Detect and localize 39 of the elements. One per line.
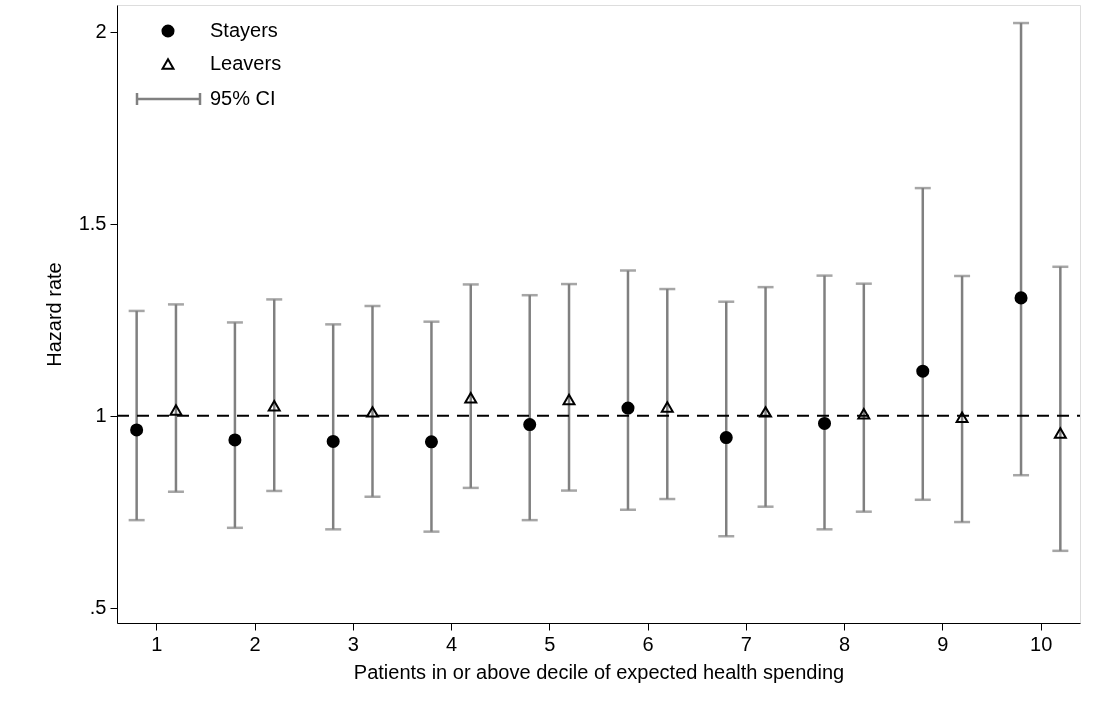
point <box>326 434 340 448</box>
point <box>228 433 242 447</box>
legend-label: Stayers <box>210 19 278 41</box>
point <box>366 406 379 418</box>
point <box>424 435 438 449</box>
point <box>1053 427 1067 439</box>
y-tick-label: 1.5 <box>78 212 107 235</box>
x-tick-label: 5 <box>544 632 556 655</box>
y-tick-label: 1 <box>95 404 107 427</box>
y-tick-label: 2 <box>95 20 107 43</box>
x-tick-label: 9 <box>937 632 949 655</box>
point <box>817 416 832 430</box>
x-tick-label: 1 <box>151 632 163 655</box>
x-tick-label: 7 <box>740 632 752 655</box>
y-axis-title: Hazard rate <box>42 262 65 367</box>
x-tick-label: 10 <box>1030 632 1053 655</box>
point <box>464 391 478 404</box>
x-tick-label: 2 <box>249 632 261 655</box>
point <box>130 423 144 437</box>
point <box>719 431 733 445</box>
annotation: 95% CI <box>210 87 276 109</box>
point <box>660 401 674 413</box>
point <box>562 393 576 406</box>
legend-label: Leavers <box>210 52 282 74</box>
point <box>267 400 281 412</box>
point <box>523 418 537 432</box>
point <box>621 401 635 415</box>
point <box>759 406 773 418</box>
x-tick-label: 4 <box>446 632 458 655</box>
point <box>857 408 871 420</box>
x-tick-label: 8 <box>839 632 851 655</box>
x-tick-label: 6 <box>642 632 654 655</box>
point <box>916 364 930 378</box>
point <box>955 411 969 423</box>
x-tick-label: 3 <box>347 632 359 655</box>
point <box>169 404 183 416</box>
point <box>1014 291 1028 305</box>
y-tick-label: .5 <box>89 596 107 619</box>
x-axis-title: Patients in or above decile of expected health spending <box>353 660 845 683</box>
